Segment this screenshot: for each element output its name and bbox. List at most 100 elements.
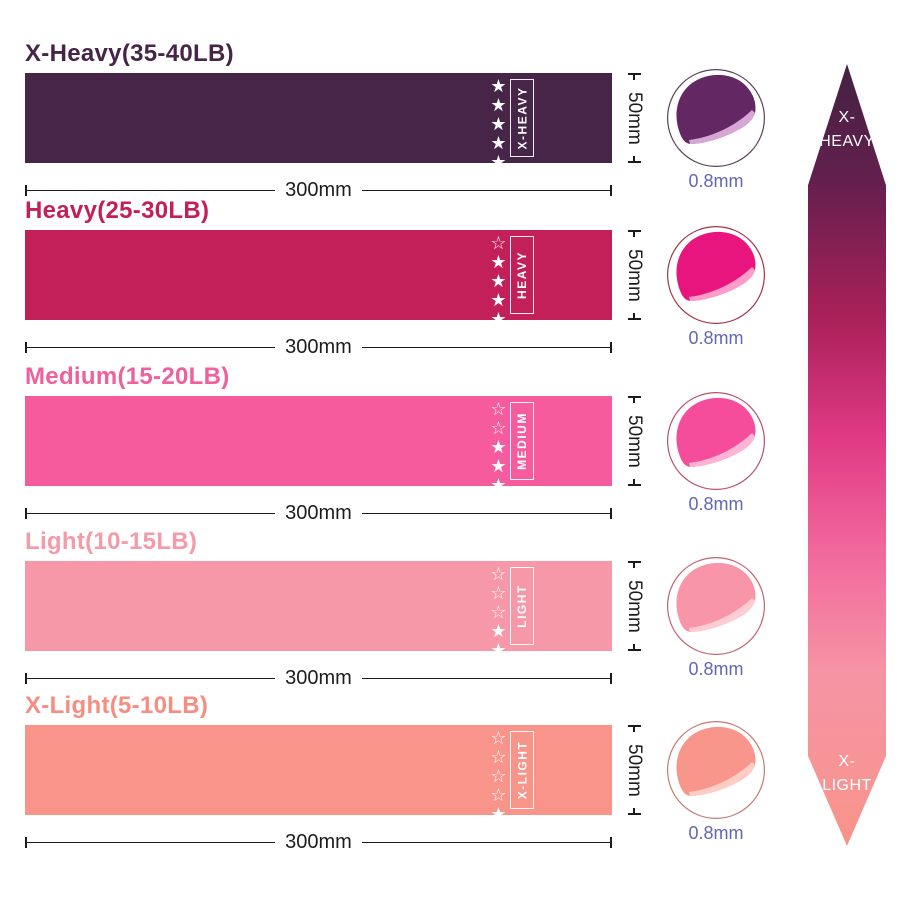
width-dimension: 300mm	[25, 179, 613, 201]
star-rating: ☆☆☆☆★	[489, 728, 509, 823]
width-dimension-label: 300mm	[285, 502, 352, 524]
arrow-bottom-label-line1: X-	[838, 753, 856, 770]
dimension-line	[27, 512, 276, 514]
arrow-top-label: X- HEAVY	[808, 106, 886, 154]
dimension-tick	[627, 230, 641, 239]
dimension-tick	[25, 341, 27, 353]
star-rating: ☆★★★★	[489, 233, 509, 328]
dimension-tick	[610, 184, 613, 196]
dimension-tick	[610, 507, 613, 519]
thickness-label: 0.8mm	[688, 171, 744, 191]
band-title: Heavy(25-30LB)	[25, 197, 210, 224]
band-swatch: ☆☆★★★ MEDIUM	[25, 396, 612, 494]
star-rating: ☆☆★★★	[489, 399, 509, 494]
width-dimension: 300mm	[25, 502, 613, 524]
thickness-figure: 0.8mm	[666, 556, 766, 680]
thickness-label: 0.8mm	[688, 494, 744, 514]
height-dimension: 50mm	[616, 73, 652, 163]
dimension-tick	[627, 642, 641, 651]
rolled-band-icon	[666, 720, 766, 820]
band-strength-label: X-LIGHT	[510, 731, 534, 809]
width-dimension-label: 300mm	[285, 336, 352, 358]
band-title: Light(10-15LB)	[25, 528, 198, 555]
dimension-tick	[610, 672, 613, 684]
band-strength-label-text: X-HEAVY	[515, 86, 530, 150]
band-strength-label: LIGHT	[510, 567, 534, 645]
dimension-tick	[627, 806, 641, 815]
dimension-tick	[25, 672, 27, 684]
band-strength-label-text: HEAVY	[515, 251, 530, 299]
height-dimension-label: 50mm	[624, 579, 645, 633]
band-row-x-heavy: X-Heavy(35-40LB) ★★★★★ X-HEAVY 300mm 50m…	[25, 40, 766, 201]
band-swatch: ☆☆☆☆★ X-LIGHT	[25, 725, 612, 823]
height-dimension-label: 50mm	[624, 248, 645, 302]
dimension-line	[27, 189, 276, 191]
height-dimension: 50mm	[616, 230, 652, 320]
width-dimension-label: 300mm	[285, 667, 352, 689]
dimension-line	[361, 512, 611, 514]
dimension-tick	[610, 836, 613, 848]
dimension-tick	[25, 507, 27, 519]
thickness-label: 0.8mm	[688, 328, 744, 348]
band-swatch: ☆★★★★ HEAVY	[25, 230, 612, 328]
thickness-label: 0.8mm	[688, 823, 744, 843]
rolled-band-icon	[666, 225, 766, 325]
band-swatch: ★★★★★ X-HEAVY	[25, 73, 612, 171]
dimension-tick	[627, 725, 641, 734]
band-strength-label-text: X-LIGHT	[515, 740, 529, 800]
width-dimension-label: 300mm	[285, 831, 352, 853]
band-row-light: Light(10-15LB) ☆☆☆★★ LIGHT 300mm 50mm	[25, 528, 766, 689]
band-strength-label: MEDIUM	[510, 402, 534, 480]
rolled-band-icon	[666, 391, 766, 491]
thickness-figure: 0.8mm	[666, 68, 766, 192]
height-dimension-label: 50mm	[624, 743, 645, 797]
dimension-line	[27, 841, 276, 843]
band-strength-label-text: LIGHT	[515, 584, 529, 628]
dimension-line	[27, 677, 276, 679]
dimension-tick	[610, 341, 613, 353]
thickness-label: 0.8mm	[688, 659, 744, 679]
width-dimension: 300mm	[25, 667, 613, 689]
height-dimension: 50mm	[616, 561, 652, 651]
star-rating: ☆☆☆★★	[489, 564, 509, 659]
band-strength-label: HEAVY	[510, 236, 534, 314]
thickness-figure: 0.8mm	[666, 225, 766, 349]
arrow-bottom-label-line2: LIGHT	[822, 777, 872, 794]
difficulty-arrow: X- HEAVY X- LIGHT	[808, 64, 886, 846]
dimension-line	[361, 677, 611, 679]
band-strength-label: X-HEAVY	[510, 79, 534, 157]
dimension-tick	[25, 184, 27, 196]
dimension-tick	[627, 73, 641, 82]
rolled-band-icon	[666, 68, 766, 168]
dimension-tick	[627, 154, 641, 163]
dimension-line	[361, 346, 611, 348]
width-dimension: 300mm	[25, 831, 613, 853]
dimension-line	[361, 841, 611, 843]
band-title: Medium(15-20LB)	[25, 363, 230, 390]
thickness-figure: 0.8mm	[666, 391, 766, 515]
star-rating: ★★★★★	[489, 76, 509, 171]
dimension-tick	[627, 396, 641, 405]
rolled-band-icon	[666, 556, 766, 656]
band-title: X-Light(5-10LB)	[25, 692, 209, 719]
width-dimension: 300mm	[25, 336, 613, 358]
width-dimension-label: 300mm	[285, 179, 352, 201]
thickness-figure: 0.8mm	[666, 720, 766, 844]
dimension-tick	[627, 477, 641, 486]
dimension-tick	[627, 561, 641, 570]
height-dimension-label: 50mm	[624, 414, 645, 468]
height-dimension-label: 50mm	[624, 91, 645, 145]
dimension-line	[27, 346, 276, 348]
dimension-tick	[25, 836, 27, 848]
band-title: X-Heavy(35-40LB)	[25, 40, 234, 67]
band-row-medium: Medium(15-20LB) ☆☆★★★ MEDIUM 300mm 50mm	[25, 363, 766, 524]
dimension-line	[361, 189, 611, 191]
band-row-x-light: X-Light(5-10LB) ☆☆☆☆★ X-LIGHT 300mm 50mm	[25, 692, 766, 853]
band-row-heavy: Heavy(25-30LB) ☆★★★★ HEAVY 300mm 50mm	[25, 197, 766, 358]
height-dimension: 50mm	[616, 396, 652, 486]
arrow-top-label-line1: X-	[838, 109, 856, 126]
height-dimension: 50mm	[616, 725, 652, 815]
arrow-bottom-label: X- LIGHT	[808, 750, 886, 798]
band-strength-label-text: MEDIUM	[515, 412, 530, 470]
